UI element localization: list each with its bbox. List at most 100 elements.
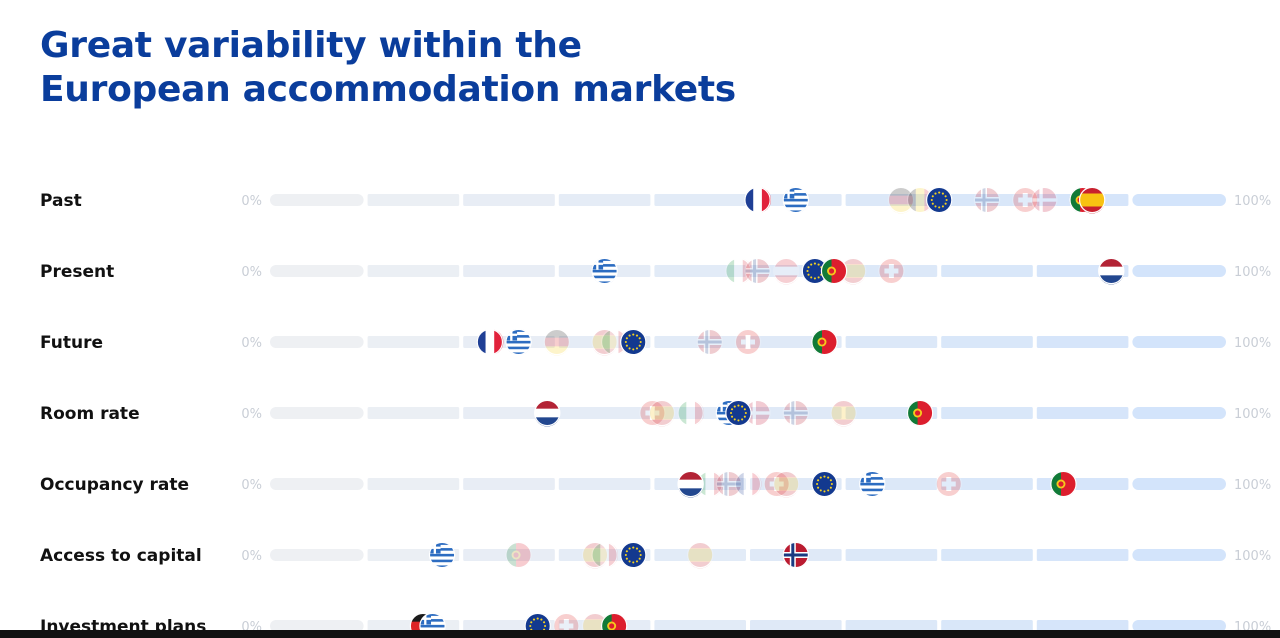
flag-marker-pt [906,399,934,427]
flag-marker-it [591,541,619,569]
axis-min-label: 0% [241,265,262,280]
track-segment [463,194,555,206]
track [270,478,1226,490]
chart-title-line-2: European accommodation markets [40,69,736,110]
track-segment [463,549,555,561]
track [270,194,1226,206]
track-segment [750,407,842,419]
axis-max-label: 100% [1234,265,1271,280]
track-segment [367,265,460,277]
track [270,407,1226,419]
track-segment [270,620,364,632]
flag-marker-es [687,541,714,569]
flag-marker-at [773,257,800,285]
track [270,549,1226,561]
chart-title: Great variability within the European ac… [40,24,736,112]
flag-marker-eu [620,541,647,569]
row-access-to-capital: Access to capital 0% 100% [40,541,1271,569]
row-label: Present [40,262,114,282]
track-segment [1036,407,1129,419]
row-present: Present 0% 100% [40,257,1271,285]
flag-marker-it [677,399,705,427]
flag-marker-ch [1012,186,1039,214]
row-investment-plans: Investment plans 0% 100% [40,612,1271,638]
track-segment [270,549,364,561]
flag-marker-ch [878,257,905,285]
track-segment [654,620,746,632]
row-label: Future [40,333,103,353]
track-segment [1036,336,1129,348]
axis-max-label: 100% [1234,407,1271,422]
flag-marker-es [648,399,676,427]
track-segment [941,265,1033,277]
flag-marker-fr [734,470,762,498]
row-occupancy-rate: Occupancy rate 0% 100% [40,470,1271,498]
bottom-edge-bar [0,630,1280,638]
track-segment [270,194,364,206]
flag-marker-es [830,399,857,427]
row-past: Past 0% 100% [40,186,1271,214]
track-segment [1132,478,1226,490]
flag-marker-eu [725,399,752,427]
track-segment [654,336,746,348]
track-segment [1036,620,1129,632]
track-segment [750,620,842,632]
flag-marker-de [543,328,570,356]
track-segment [1132,194,1226,206]
flag-marker-pt [1050,470,1077,498]
track-segment [270,265,364,277]
flag-marker-dk [744,399,771,427]
track-segment [654,549,746,561]
flag-marker-eu [811,470,838,498]
axis-max-label: 100% [1234,336,1271,351]
track-segment [941,549,1033,561]
track-segment [270,478,364,490]
track-segment [654,265,746,277]
flag-marker-no [744,257,771,285]
flag-marker-no [973,186,1001,214]
flag-marker-nl [677,470,704,498]
row-label: Access to capital [40,546,202,566]
flag-marker-ch [935,470,962,498]
flag-marker-gr [782,186,809,214]
track-segment [558,478,651,490]
flag-marker-nl [1098,257,1125,285]
axis-min-label: 0% [241,478,262,493]
flag-marker-de [887,186,915,214]
flag-marker-gr [505,328,532,356]
row-room-rate: Room rate 0% 100% [40,399,1271,427]
track-segment [463,265,555,277]
flag-marker-pt [811,328,838,356]
track-segment [270,336,364,348]
track-segment [845,265,938,277]
track-segment [941,478,1033,490]
track-segment [845,194,938,206]
flag-marker-pt [820,257,848,285]
track-segment [1132,549,1226,561]
track-segment [367,336,460,348]
track-segment [941,194,1033,206]
flag-marker-gr [591,257,618,285]
track-segment [1036,549,1129,561]
track-segment [941,620,1033,632]
track-segment [654,194,746,206]
flag-marker-no [782,399,809,427]
flag-marker-pt [505,541,532,569]
row-future: Future 0% 100% [40,328,1271,356]
flag-marker-gr [428,541,456,569]
row-label: Room rate [40,404,140,424]
track-segment [845,620,938,632]
track-segment [941,336,1033,348]
flag-marker-eu [926,186,953,214]
track-segment [558,194,651,206]
row-label: Past [40,191,82,211]
axis-min-label: 0% [241,336,262,351]
flag-marker-no [696,328,723,356]
track-segment [270,407,364,419]
flag-marker-dk [1031,186,1058,214]
axis-max-label: 100% [1234,549,1271,564]
flag-marker-it [725,257,752,285]
track-segment [463,478,555,490]
axis-min-label: 0% [241,407,262,422]
